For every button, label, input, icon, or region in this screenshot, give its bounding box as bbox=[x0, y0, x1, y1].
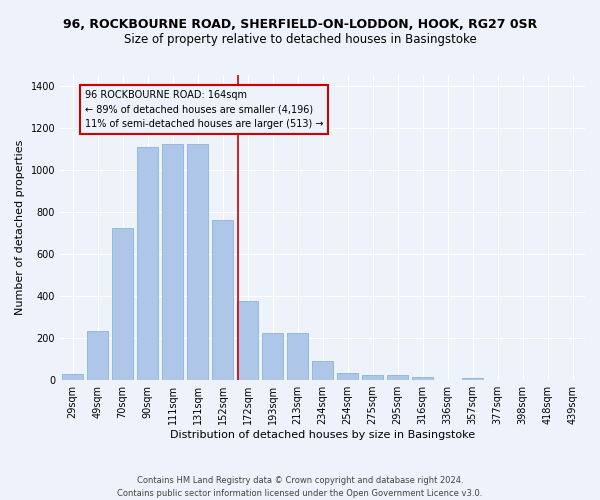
Bar bbox=[237, 301, 258, 380]
Bar bbox=[337, 374, 358, 380]
Y-axis label: Number of detached properties: Number of detached properties bbox=[15, 140, 25, 315]
Text: 96 ROCKBOURNE ROAD: 164sqm
← 89% of detached houses are smaller (4,196)
11% of s: 96 ROCKBOURNE ROAD: 164sqm ← 89% of deta… bbox=[85, 90, 323, 130]
Bar bbox=[462, 378, 483, 380]
Bar bbox=[162, 144, 183, 380]
Text: Size of property relative to detached houses in Basingstoke: Size of property relative to detached ho… bbox=[124, 32, 476, 46]
X-axis label: Distribution of detached houses by size in Basingstoke: Distribution of detached houses by size … bbox=[170, 430, 475, 440]
Bar bbox=[212, 220, 233, 380]
Bar bbox=[262, 332, 283, 380]
Text: 96, ROCKBOURNE ROAD, SHERFIELD-ON-LODDON, HOOK, RG27 0SR: 96, ROCKBOURNE ROAD, SHERFIELD-ON-LODDON… bbox=[63, 18, 537, 30]
Bar bbox=[362, 375, 383, 380]
Bar bbox=[62, 374, 83, 380]
Bar bbox=[387, 376, 408, 380]
Bar bbox=[87, 330, 108, 380]
Bar bbox=[412, 377, 433, 380]
Bar bbox=[287, 332, 308, 380]
Text: Contains HM Land Registry data © Crown copyright and database right 2024.
Contai: Contains HM Land Registry data © Crown c… bbox=[118, 476, 482, 498]
Bar bbox=[137, 146, 158, 380]
Bar bbox=[112, 228, 133, 380]
Bar bbox=[312, 361, 333, 380]
Bar bbox=[187, 144, 208, 380]
